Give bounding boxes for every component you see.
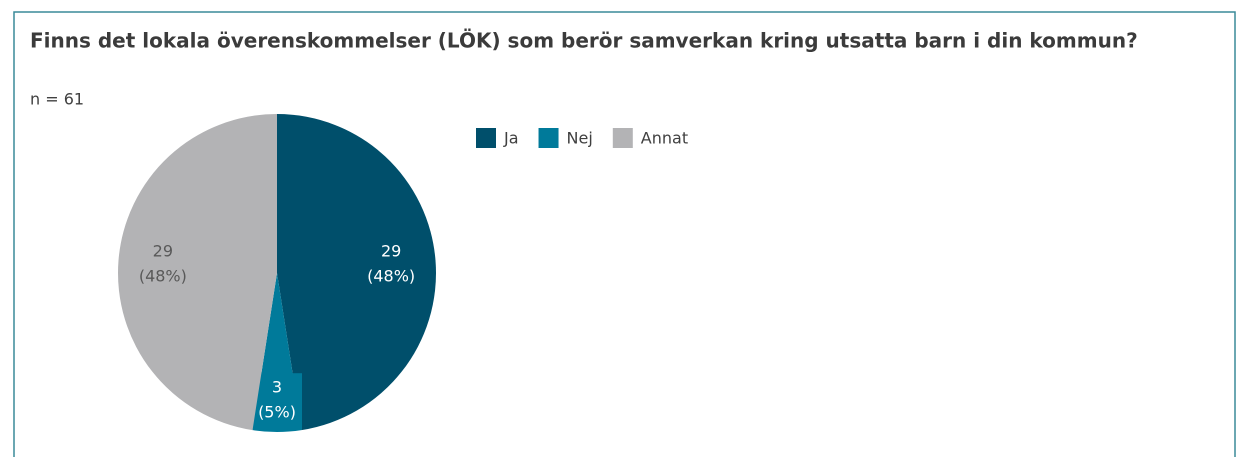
percent-label: (5%)	[258, 403, 296, 422]
chart-subtitle: n = 61	[30, 90, 84, 109]
legend-swatch	[612, 128, 633, 148]
legend-label: Annat	[641, 129, 688, 148]
legend-swatch	[538, 128, 559, 148]
label-box	[252, 373, 302, 430]
percent-label: (48%)	[139, 267, 187, 286]
legend-swatch	[476, 128, 496, 148]
percent-label: (48%)	[367, 267, 415, 286]
value-label: 29	[153, 242, 173, 261]
legend-label: Ja	[503, 129, 519, 148]
value-label: 29	[381, 242, 401, 261]
pie-slice	[277, 114, 436, 431]
value-label: 3	[272, 378, 282, 397]
chart-title: Finns det lokala överenskommelser (LÖK) …	[30, 29, 1138, 53]
pie-slice	[117, 114, 277, 431]
legend-label: Nej	[567, 129, 593, 148]
